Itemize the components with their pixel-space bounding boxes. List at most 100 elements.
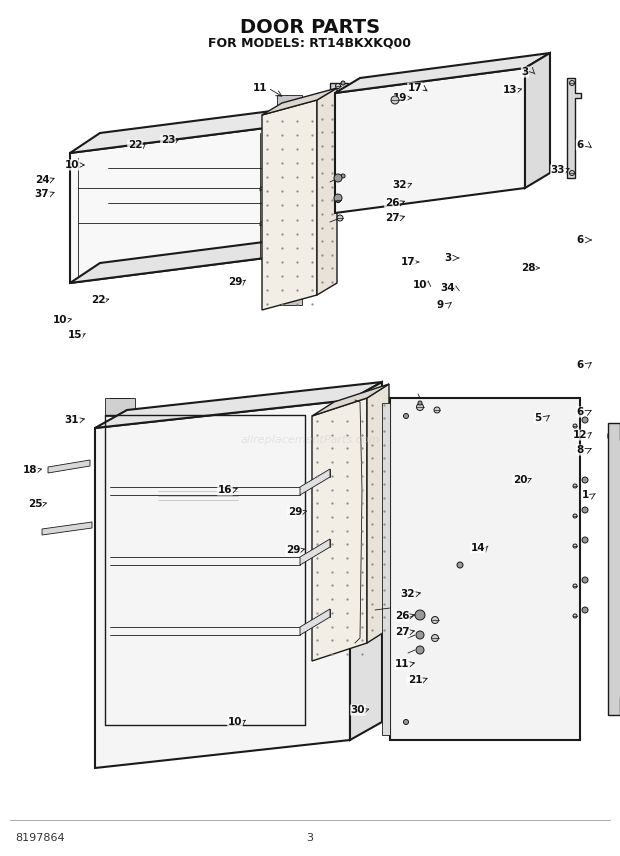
Circle shape xyxy=(570,170,575,175)
Bar xyxy=(330,83,348,95)
Text: 37: 37 xyxy=(35,189,50,199)
Polygon shape xyxy=(262,88,337,115)
Text: 10: 10 xyxy=(228,717,242,727)
Circle shape xyxy=(573,584,577,588)
Text: 21: 21 xyxy=(408,675,422,685)
Circle shape xyxy=(334,194,342,202)
Text: 13: 13 xyxy=(503,85,517,95)
Text: 8197864: 8197864 xyxy=(15,833,64,843)
Text: 6: 6 xyxy=(577,235,583,245)
Bar xyxy=(105,398,135,416)
Text: 30: 30 xyxy=(351,705,365,715)
Text: 6: 6 xyxy=(577,360,583,370)
Circle shape xyxy=(573,424,577,428)
Text: 17: 17 xyxy=(401,257,415,267)
Text: 29: 29 xyxy=(288,507,302,517)
Circle shape xyxy=(432,634,438,641)
Circle shape xyxy=(341,81,345,85)
Circle shape xyxy=(570,80,575,86)
Text: 34: 34 xyxy=(441,283,455,293)
Polygon shape xyxy=(312,384,389,416)
Polygon shape xyxy=(42,522,92,535)
Circle shape xyxy=(582,577,588,583)
Text: 28: 28 xyxy=(521,263,535,273)
Circle shape xyxy=(457,562,463,568)
Text: 10: 10 xyxy=(413,280,427,290)
Circle shape xyxy=(582,417,588,423)
Text: 27: 27 xyxy=(395,627,409,637)
Text: 32: 32 xyxy=(401,589,415,599)
Bar xyxy=(392,406,420,426)
Bar xyxy=(277,290,302,305)
Bar xyxy=(390,598,412,626)
Circle shape xyxy=(416,631,424,639)
Polygon shape xyxy=(95,400,350,768)
Text: 3: 3 xyxy=(445,253,451,263)
Text: 29: 29 xyxy=(286,545,300,555)
Circle shape xyxy=(582,537,588,543)
Circle shape xyxy=(415,610,425,620)
Text: 19: 19 xyxy=(393,93,407,103)
Text: 26: 26 xyxy=(395,611,409,621)
Bar xyxy=(392,712,420,732)
Text: 16: 16 xyxy=(218,485,232,495)
Text: 33: 33 xyxy=(551,165,565,175)
Text: 15: 15 xyxy=(68,330,82,340)
Polygon shape xyxy=(335,53,550,93)
Circle shape xyxy=(417,403,423,411)
Polygon shape xyxy=(48,460,90,473)
Text: 3: 3 xyxy=(521,67,529,77)
Polygon shape xyxy=(70,238,295,283)
Polygon shape xyxy=(350,382,382,740)
Bar xyxy=(110,420,300,720)
Text: 31: 31 xyxy=(64,415,79,425)
Polygon shape xyxy=(300,609,330,635)
Bar xyxy=(155,488,240,502)
Text: 22: 22 xyxy=(128,140,142,150)
Circle shape xyxy=(337,215,343,221)
Text: 10: 10 xyxy=(64,160,79,170)
Text: 32: 32 xyxy=(392,180,407,190)
Circle shape xyxy=(335,198,340,203)
Polygon shape xyxy=(300,539,330,565)
Text: FOR MODELS: RT14BKXKQ00: FOR MODELS: RT14BKXKQ00 xyxy=(208,36,412,49)
Circle shape xyxy=(418,401,422,405)
Polygon shape xyxy=(312,398,367,661)
Polygon shape xyxy=(390,398,580,740)
Text: 1: 1 xyxy=(582,490,588,500)
Text: 11: 11 xyxy=(253,83,267,93)
Text: 3: 3 xyxy=(306,833,314,843)
Circle shape xyxy=(432,616,438,623)
Text: 20: 20 xyxy=(513,475,527,485)
Text: 12: 12 xyxy=(573,430,587,440)
Text: 8: 8 xyxy=(577,445,583,455)
Text: 9: 9 xyxy=(436,300,443,310)
Polygon shape xyxy=(567,78,581,178)
Bar xyxy=(225,710,237,720)
Bar xyxy=(270,545,280,553)
Circle shape xyxy=(404,720,409,724)
Polygon shape xyxy=(70,108,295,153)
Polygon shape xyxy=(260,168,290,191)
Circle shape xyxy=(582,507,588,513)
Circle shape xyxy=(573,514,577,518)
Polygon shape xyxy=(95,382,382,428)
Polygon shape xyxy=(367,384,389,643)
Polygon shape xyxy=(262,100,317,310)
Text: DOOR PARTS: DOOR PARTS xyxy=(240,18,380,37)
Text: 29: 29 xyxy=(228,277,242,287)
Text: 10: 10 xyxy=(53,315,67,325)
Text: 22: 22 xyxy=(91,295,105,305)
Text: 26: 26 xyxy=(385,198,399,208)
Polygon shape xyxy=(70,128,265,283)
Text: 14: 14 xyxy=(471,543,485,553)
Circle shape xyxy=(341,174,345,178)
Polygon shape xyxy=(525,53,550,188)
Circle shape xyxy=(334,174,342,182)
Bar xyxy=(398,406,572,732)
Polygon shape xyxy=(300,469,330,495)
Text: 11: 11 xyxy=(395,659,409,669)
Text: 25: 25 xyxy=(28,499,42,509)
Circle shape xyxy=(335,84,340,88)
Circle shape xyxy=(582,477,588,483)
